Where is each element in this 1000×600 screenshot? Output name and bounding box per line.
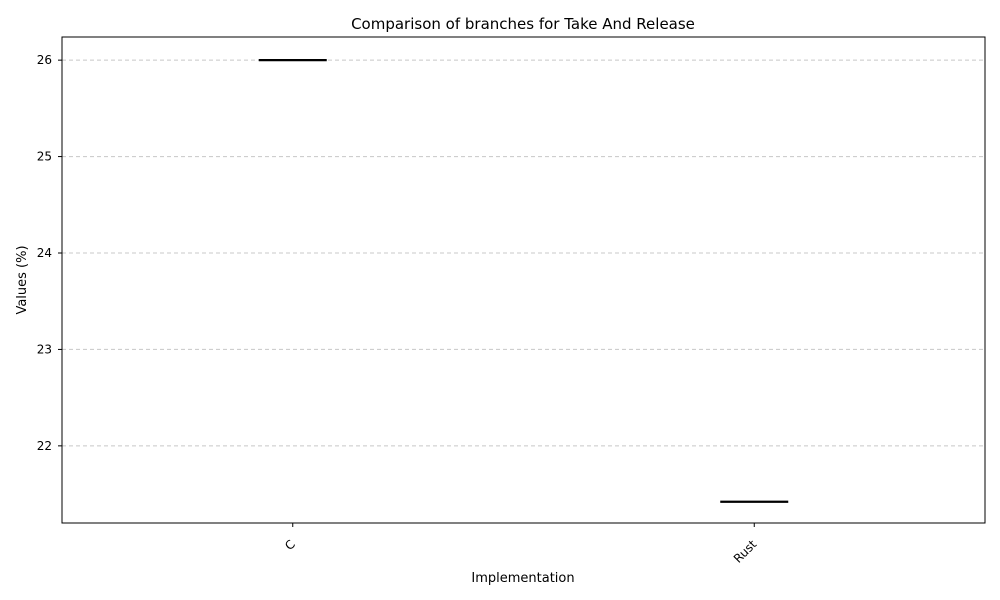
- x-axis-label: Implementation: [471, 571, 574, 586]
- x-tick-label-c: C: [282, 537, 298, 553]
- y-tick-label-25: 25: [37, 150, 52, 164]
- y-tick-label-22: 22: [37, 439, 52, 453]
- chart-title: Comparison of branches for Take And Rele…: [351, 15, 695, 33]
- plot-frame: [61, 36, 986, 524]
- x-tick-label-rust: Rust: [731, 537, 760, 566]
- y-tick-label-23: 23: [37, 342, 52, 356]
- box-medians: [258, 59, 789, 503]
- y-axis-label: Values (%): [15, 245, 30, 314]
- y-tick-label-26: 26: [37, 53, 52, 67]
- y-tick-label-24: 24: [37, 246, 52, 260]
- y-gridlines: [62, 59, 985, 447]
- x-axis: C Rust: [282, 523, 760, 566]
- y-axis: 22 23 24 25 26: [37, 53, 62, 453]
